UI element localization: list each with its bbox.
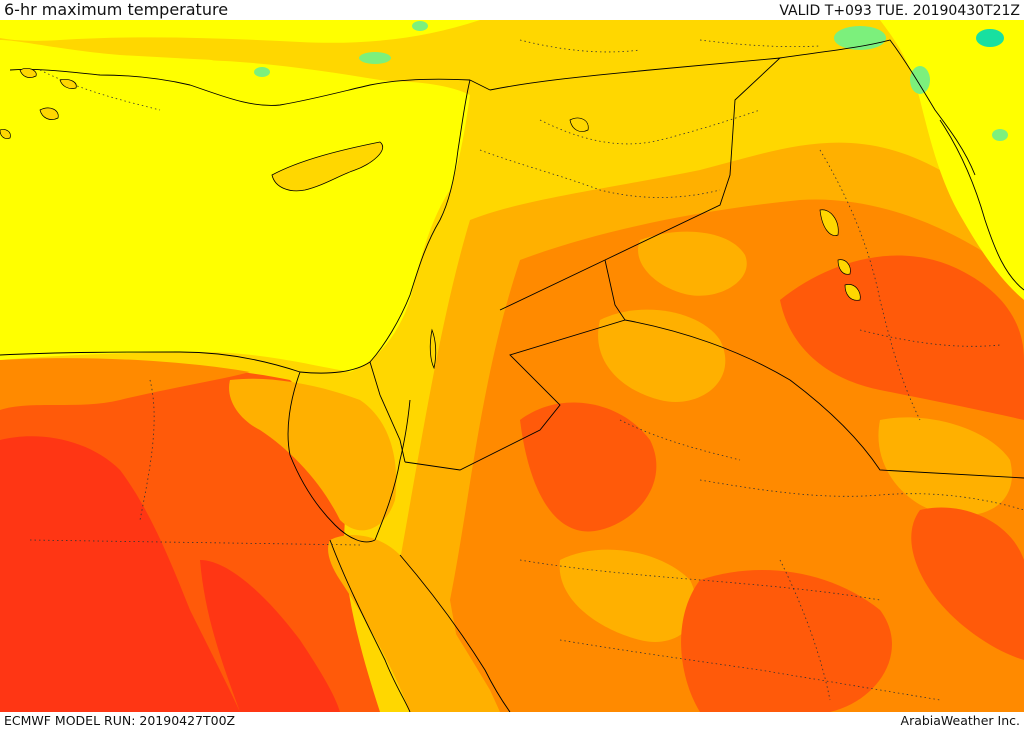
mediterranean-sea — [0, 20, 470, 372]
credit-label: ArabiaWeather Inc. — [900, 713, 1020, 728]
cool-spot-1 — [976, 29, 1004, 47]
egypt-amber-strip — [0, 358, 250, 410]
levant-coastline — [0, 79, 471, 374]
egypt-red-east — [200, 560, 340, 712]
map-title: 6-hr maximum temperature — [4, 0, 229, 19]
temperature-field — [0, 20, 1024, 712]
persian-gulf-coast — [939, 119, 1024, 291]
border-syria-iraq — [489, 57, 782, 311]
hot-zone-saudi-south — [681, 570, 892, 712]
sinai-amber — [229, 378, 397, 531]
border-syria-turkey — [469, 79, 491, 91]
border-iraq-saudi — [624, 319, 1024, 479]
amber-blob-syria — [638, 231, 747, 296]
cool-spot-3 — [910, 66, 930, 94]
model-run-label: ECMWF MODEL RUN: 20190427T00Z — [4, 713, 236, 728]
turkey-coastline — [9, 69, 471, 106]
cool-spot-6 — [412, 21, 428, 31]
cool-spot-7 — [254, 67, 270, 77]
dead-sea — [429, 328, 437, 370]
province-borders — [29, 39, 1024, 701]
aegean-islands — [0, 68, 77, 139]
hot-zone-saudi — [520, 402, 657, 532]
hot-zone-iraq — [780, 255, 1024, 420]
north-yellow-strip — [0, 20, 480, 43]
red-sea-coast-east — [399, 554, 511, 712]
border-iraq-iran — [779, 39, 976, 176]
amber-blob-jordan — [598, 309, 726, 402]
amber-blob-south — [559, 549, 697, 642]
header-bar: 6-hr maximum temperature VALID T+093 TUE… — [0, 0, 1024, 20]
valid-time-label: VALID T+093 TUE. 20190430T21Z — [779, 3, 1020, 19]
egypt-red-core — [0, 436, 240, 712]
lakes — [569, 117, 861, 301]
footer-bar: ECMWF MODEL RUN: 20190427T00Z ArabiaWeat… — [0, 712, 1024, 729]
cool-spot-4 — [992, 129, 1008, 141]
sinai-coast-west — [287, 371, 376, 543]
cyprus-island — [271, 141, 383, 192]
hot-zone-gulf — [911, 507, 1024, 660]
border-jordan-saudi — [404, 259, 626, 471]
cool-spot-5 — [359, 52, 391, 64]
red-sea-coast-west — [329, 539, 411, 712]
red-sea — [328, 535, 500, 712]
temperature-map[interactable] — [0, 20, 1024, 712]
border-egypt-israel — [369, 361, 406, 463]
amber-blob-saudi — [878, 417, 1012, 516]
aqaba-coast — [374, 399, 411, 541]
